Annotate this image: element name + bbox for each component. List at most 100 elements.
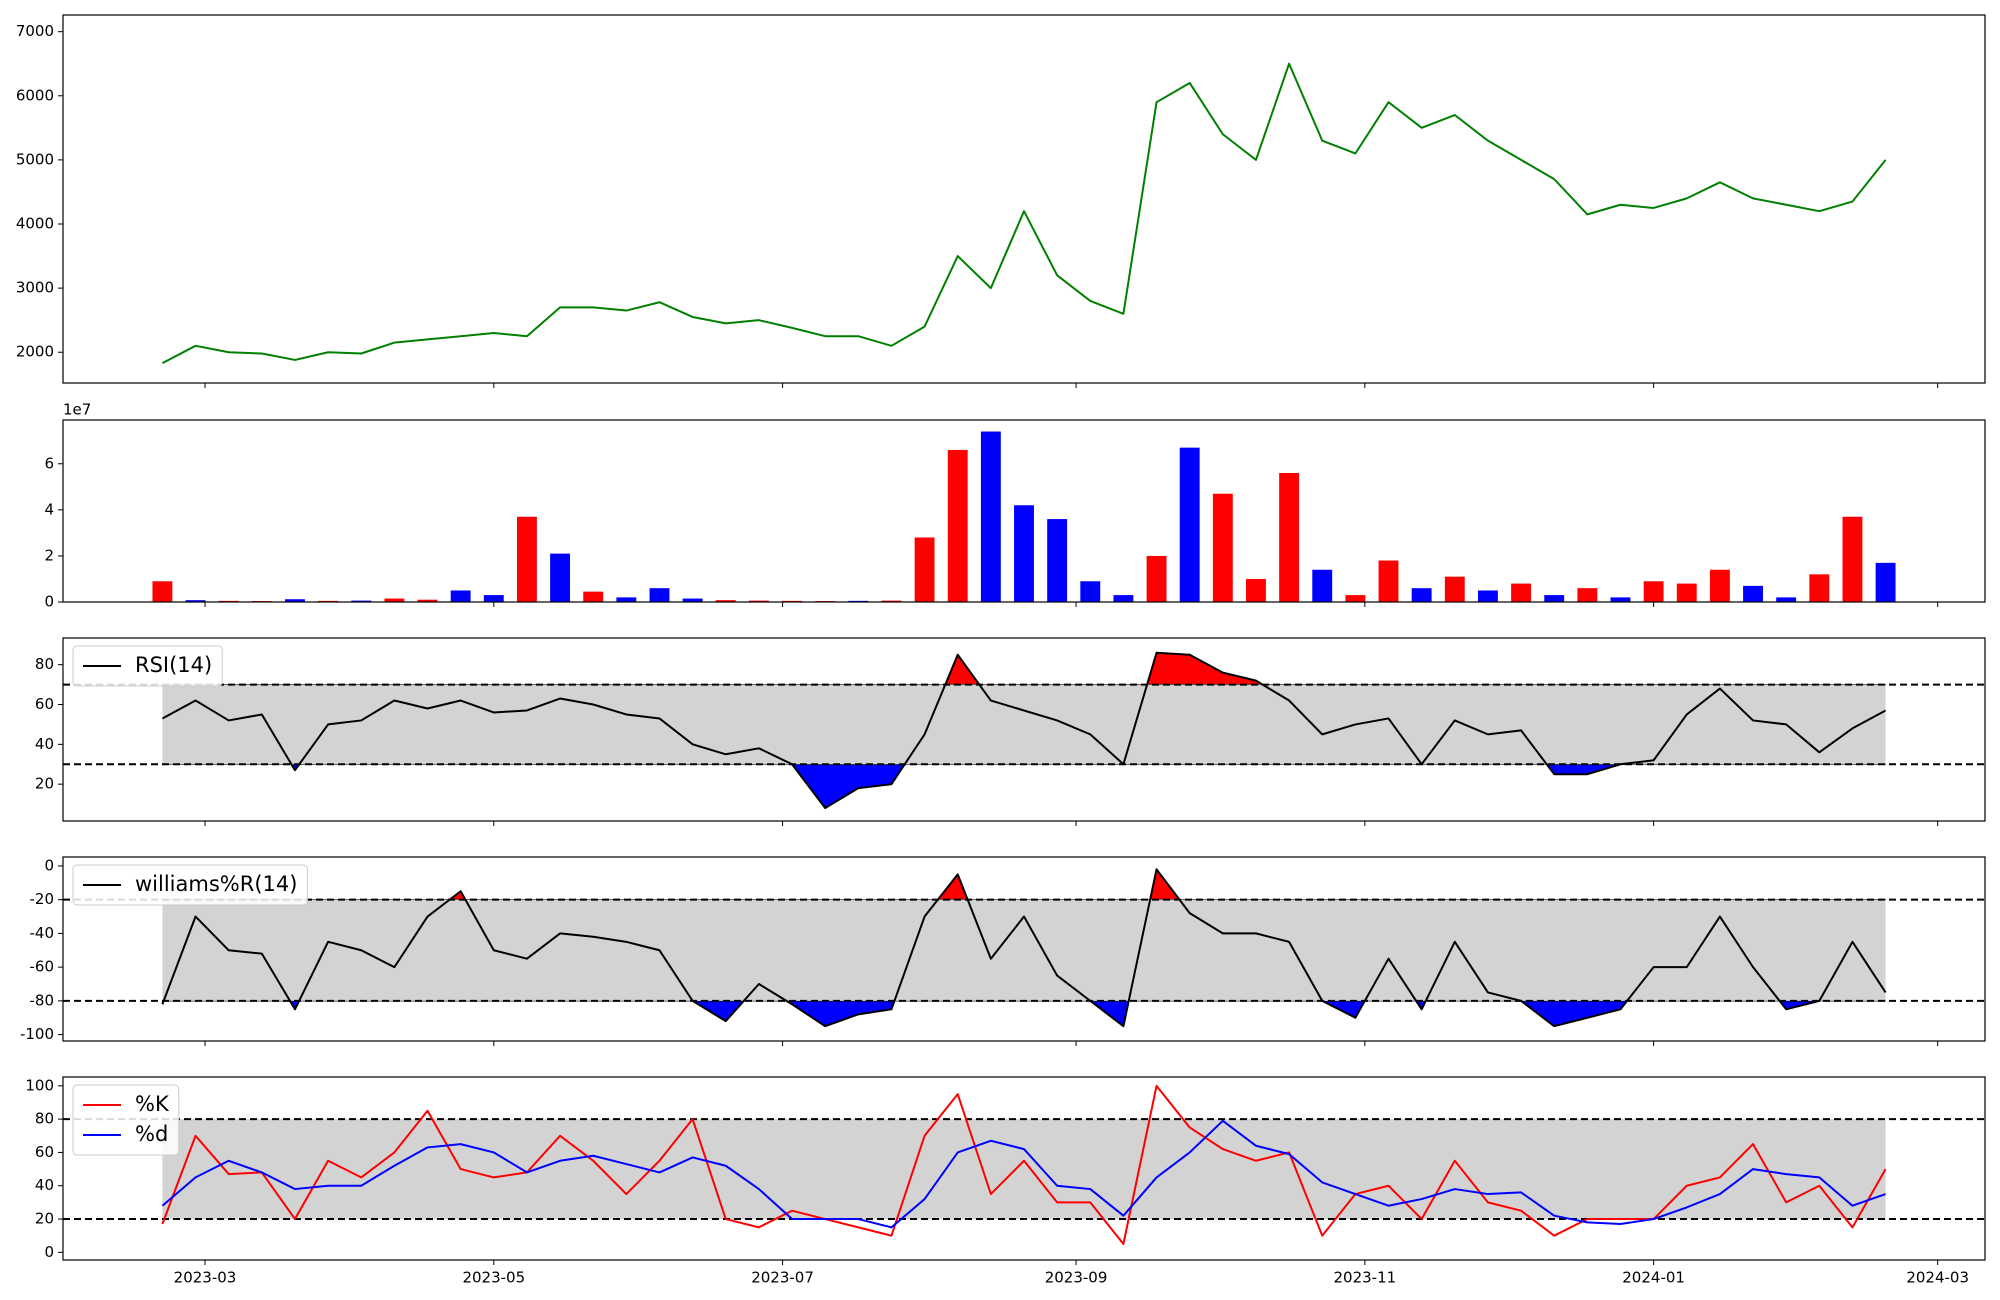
volume-bar [748,600,769,602]
axes-frame [62,419,1986,603]
volume-bar [185,600,206,602]
volume-bar [1080,581,1101,602]
volume-bar [1047,519,1068,602]
volume-bar [1014,505,1034,602]
legend-box [72,1084,180,1156]
volume-bar [1212,493,1233,602]
legend-box [72,864,308,906]
volume-bar [881,600,902,602]
y-tick-label: -100 [20,1025,54,1043]
plot-area [63,1084,1985,1246]
y-tick-label: 6 [44,454,54,472]
legend-box [72,645,223,687]
volume-bar [1113,595,1134,602]
series-line [161,1084,1887,1246]
volume-bar [1312,569,1333,602]
volume-bar [550,553,571,602]
volume-bar [1676,583,1697,602]
y-tick-label: 60 [35,1143,54,1161]
volume-bar [1511,583,1532,602]
x-tick-label: 2023-05 [462,1269,525,1287]
x-tick-label: 2024-01 [1622,1269,1685,1287]
y-tick-label: 4 [44,500,54,518]
series-line [161,1119,1886,1229]
volume-bar [1643,581,1664,602]
volume-bar [1743,585,1763,602]
volume-bar [1544,595,1565,602]
volume-bar [1444,576,1465,602]
y-tick-label: 80 [35,1110,54,1128]
volume-bar [980,431,1001,602]
y-tick-label: 40 [35,735,54,753]
y-tick-label: 0 [44,593,54,611]
volume-bar [1279,472,1300,602]
y-tick-label: 4000 [16,215,54,233]
volume-bar [682,598,703,602]
series-line [161,651,1887,810]
plot-area [161,62,1887,365]
y-tick-label: 100 [25,1076,54,1094]
volume-bar [1709,569,1730,602]
volume-bar [1411,588,1432,602]
y-tick-label: -80 [30,991,55,1009]
axes-frame [62,14,1986,384]
y-tick-label: 2000 [16,343,54,361]
x-tick-label: 2023-07 [751,1269,814,1287]
neutral-band [162,899,1886,1001]
axes-frame [62,1076,1986,1261]
neutral-band [162,684,1886,765]
volume-bar [152,581,173,602]
legend-label: %d [135,1122,168,1146]
volume-bar [1345,595,1366,602]
legend-label: williams%R(14) [135,872,297,896]
y-tick-label: 6000 [16,86,54,104]
x-tick-label: 2023-09 [1045,1269,1108,1287]
axes-frame [62,856,1986,1042]
volume-bar [1875,562,1896,602]
y-tick-label: 0 [44,856,54,874]
volume-bar [1776,597,1797,602]
y-tick-label: 20 [35,775,54,793]
plot-area [152,431,1896,602]
x-tick-label: 2023-11 [1334,1269,1397,1287]
series-line [161,868,1887,1028]
plot-area [63,651,1985,810]
axis-offset-text: 1e7 [63,401,91,419]
volume-bar [583,591,604,602]
volume-bar [483,595,504,602]
volume-bar [285,599,305,602]
volume-bar [1246,578,1266,602]
volume-bar [616,597,637,602]
volume-bar [1477,590,1498,602]
volume-bar [715,600,736,602]
volume-bar [914,537,935,602]
y-tick-label: -20 [30,890,55,908]
legend-label: RSI(14) [135,653,212,677]
y-tick-label: 7000 [16,22,54,40]
y-tick-label: 40 [35,1176,54,1194]
volume-bar [516,516,537,602]
legend-label: %K [135,1092,170,1116]
plot-area [63,868,1985,1028]
y-tick-label: 0 [44,1243,54,1261]
volume-bar [1146,555,1167,602]
volume-bar [417,599,438,602]
volume-bar [384,598,405,602]
volume-bar [1842,516,1863,602]
series-line [161,62,1887,365]
y-tick-label: -40 [30,924,55,942]
volume-bar [1610,597,1631,602]
y-tick-label: 5000 [16,150,54,168]
axes-frame [62,637,1986,822]
neutral-band [162,1119,1886,1220]
volume-bar [649,588,670,602]
x-tick-label: 2024-03 [1906,1269,1969,1287]
volume-bar [450,590,471,602]
volume-bar [947,449,968,602]
volume-bar [1809,574,1830,602]
y-tick-label: 60 [35,695,54,713]
y-tick-label: 2 [44,546,54,564]
volume-bar [1577,588,1598,602]
volume-bar [351,600,372,602]
